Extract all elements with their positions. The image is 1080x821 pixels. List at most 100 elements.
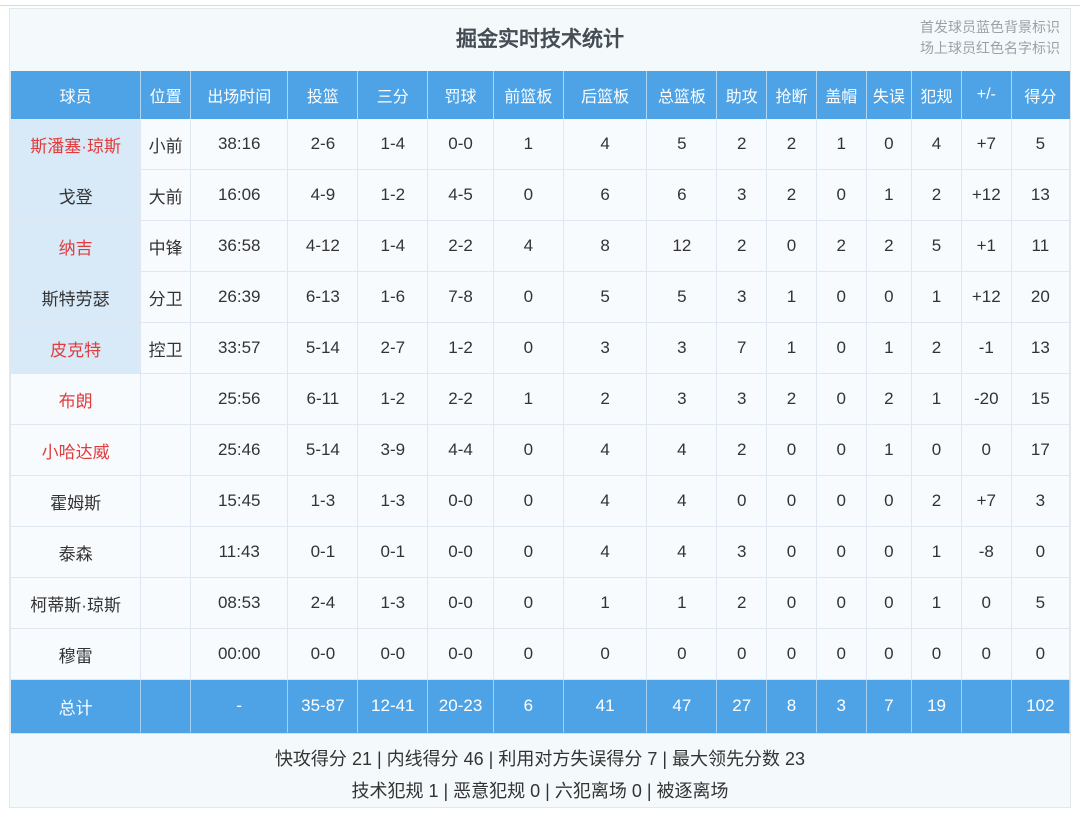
stat-cell: 0-0 — [428, 527, 494, 578]
stat-cell: 0 — [767, 221, 817, 272]
total-stat-cell — [961, 680, 1012, 733]
position-cell — [141, 425, 192, 476]
table-body: 斯潘塞·琼斯 小前 38:16 2-6 1-4 0-0 1 4 5 2 2 1 0 4 +7 5 戈登 大前 16:… — [11, 119, 1070, 733]
player-name-cell: 泰森 — [11, 527, 142, 578]
stat-cell: 26:39 — [191, 272, 289, 323]
stat-cell: 0 — [816, 272, 867, 323]
stat-cell: 1 — [866, 170, 913, 221]
stat-cell: 4 — [912, 119, 962, 170]
stat-cell: +1 — [961, 221, 1012, 272]
stat-cell: 0 — [767, 629, 817, 680]
position-cell: 大前 — [141, 170, 192, 221]
stat-cell: -20 — [961, 374, 1012, 425]
stat-cell: 0-0 — [428, 476, 494, 527]
stat-cell: +12 — [961, 170, 1012, 221]
column-header: 得分 — [1011, 71, 1070, 119]
stat-cell: +12 — [961, 272, 1012, 323]
player-name-cell: 斯潘塞·琼斯 — [11, 119, 142, 170]
total-stat-cell: - — [191, 680, 289, 733]
position-cell — [141, 578, 192, 629]
stat-cell: 00:00 — [191, 629, 289, 680]
stat-cell: 1-6 — [358, 272, 429, 323]
column-header: 位置 — [141, 71, 192, 119]
total-stat-cell: 102 — [1011, 680, 1070, 733]
stat-cell: 0 — [816, 374, 867, 425]
stat-cell: 1-2 — [358, 170, 429, 221]
column-header: 盖帽 — [816, 71, 867, 119]
stat-cell: 0 — [493, 323, 564, 374]
column-header: 后篮板 — [563, 71, 648, 119]
column-header: 三分 — [358, 71, 429, 119]
stat-cell: 3 — [563, 323, 648, 374]
summary-line-2: 技术犯规 1 | 恶意犯规 0 | 六犯离场 0 | 被逐离场 — [351, 781, 729, 801]
column-header: 投篮 — [288, 71, 359, 119]
header-row: 球员 位置 出场时间 投篮 三分 罚球 前篮板 后篮板 总篮板 助攻 抢断 盖帽 失误 犯规 +/- 得分 — [11, 71, 1070, 119]
stat-cell: 3 — [717, 170, 768, 221]
stat-cell: 5 — [1011, 578, 1070, 629]
position-cell: 小前 — [141, 119, 192, 170]
column-header: 出场时间 — [191, 71, 289, 119]
stat-cell: 0-1 — [288, 527, 359, 578]
stat-cell: 4 — [647, 425, 718, 476]
column-header: 罚球 — [428, 71, 494, 119]
stat-cell: 0 — [961, 578, 1012, 629]
stat-cell: 25:56 — [191, 374, 289, 425]
column-header: 抢断 — [767, 71, 817, 119]
player-name-cell: 霍姆斯 — [11, 476, 142, 527]
stat-cell: 36:58 — [191, 221, 289, 272]
stat-cell: 0-0 — [428, 578, 494, 629]
stat-cell: 2 — [912, 323, 962, 374]
stat-cell: 0-0 — [358, 629, 429, 680]
stats-table: 球员 位置 出场时间 投篮 三分 罚球 前篮板 后篮板 总篮板 助攻 抢断 盖帽 失误 犯规 +/- 得分 斯… — [10, 71, 1070, 734]
column-header: +/- — [961, 71, 1012, 119]
stat-cell: 3 — [717, 527, 768, 578]
stat-cell: 4 — [647, 527, 718, 578]
stat-cell: 0 — [493, 425, 564, 476]
stat-cell: 1 — [767, 323, 817, 374]
player-name-cell: 斯特劳瑟 — [11, 272, 142, 323]
player-row: 布朗 25:56 6-11 1-2 2-2 1 2 3 3 2 0 2 1 -20 15 — [11, 374, 1070, 425]
stat-cell: 6 — [563, 170, 648, 221]
stat-cell: 2 — [767, 119, 817, 170]
stat-cell: 2 — [866, 221, 913, 272]
stat-cell: 12 — [647, 221, 718, 272]
legend-line-starters: 首发球员蓝色背景标识 — [920, 19, 1060, 35]
player-row: 泰森 11:43 0-1 0-1 0-0 0 4 4 3 0 0 0 1 -8 0 — [11, 527, 1070, 578]
stat-cell: 13 — [1011, 323, 1070, 374]
stat-cell: 0 — [816, 170, 867, 221]
stat-cell: 4-4 — [428, 425, 494, 476]
stat-cell: 4 — [563, 119, 648, 170]
stat-cell: 1-3 — [358, 476, 429, 527]
stat-cell: 20 — [1011, 272, 1070, 323]
total-stat-cell: 12-41 — [358, 680, 429, 733]
stat-cell: 38:16 — [191, 119, 289, 170]
stat-cell: 2-2 — [428, 374, 494, 425]
position-cell: 控卫 — [141, 323, 192, 374]
player-row: 斯特劳瑟 分卫 26:39 6-13 1-6 7-8 0 5 5 3 1 0 0 1 +12 20 — [11, 272, 1070, 323]
stat-cell: 1-3 — [358, 578, 429, 629]
stat-cell: 1 — [912, 527, 962, 578]
stat-cell: 0 — [717, 476, 768, 527]
stat-cell: +7 — [961, 476, 1012, 527]
player-row: 霍姆斯 15:45 1-3 1-3 0-0 0 4 4 0 0 0 0 2 +7 3 — [11, 476, 1070, 527]
stat-cell: 1 — [563, 578, 648, 629]
stat-cell: 4-5 — [428, 170, 494, 221]
stat-cell: 0 — [1011, 527, 1070, 578]
stat-cell: 2 — [717, 221, 768, 272]
player-row: 纳吉 中锋 36:58 4-12 1-4 2-2 4 8 12 2 0 2 2 5 +1 11 — [11, 221, 1070, 272]
total-stat-cell: 19 — [912, 680, 962, 733]
stat-cell: 1 — [493, 374, 564, 425]
stat-cell: 1 — [912, 578, 962, 629]
total-stat-cell: 7 — [866, 680, 913, 733]
stat-cell: 3-9 — [358, 425, 429, 476]
column-header: 总篮板 — [647, 71, 718, 119]
total-row: 总计 -35-87 12-41 20-23 6 41 47 27 8 3 7 19 102 — [11, 680, 1070, 733]
position-cell: 中锋 — [141, 221, 192, 272]
total-stat-cell: 47 — [647, 680, 718, 733]
stat-cell: 5 — [647, 119, 718, 170]
stat-cell: 0 — [767, 578, 817, 629]
player-name-cell: 戈登 — [11, 170, 142, 221]
total-stat-cell: 6 — [493, 680, 564, 733]
stat-cell: 2 — [717, 425, 768, 476]
stat-cell: 0 — [717, 629, 768, 680]
